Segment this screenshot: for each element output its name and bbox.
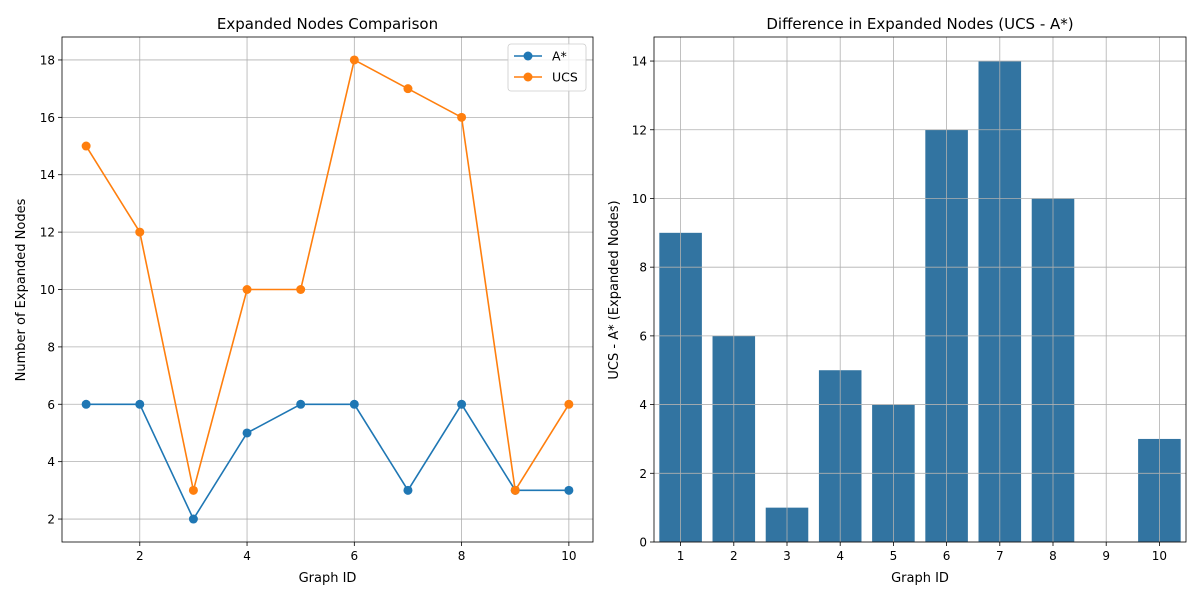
y-tick-label: 6 bbox=[639, 329, 647, 343]
y-tick-label: 8 bbox=[47, 340, 55, 354]
data-point-astar bbox=[135, 399, 145, 409]
data-point-astar bbox=[242, 428, 252, 438]
bars-group bbox=[659, 61, 1181, 543]
data-point-astar bbox=[457, 399, 467, 409]
y-tick-label: 4 bbox=[47, 455, 55, 469]
y-tick-label: 2 bbox=[639, 467, 647, 481]
y-tick-label: 6 bbox=[47, 398, 55, 412]
y-tick-label: 4 bbox=[639, 398, 647, 412]
legend-label-ucs: UCS bbox=[552, 70, 578, 85]
y-tick-label: 12 bbox=[632, 123, 647, 137]
data-point-astar bbox=[296, 399, 306, 409]
data-point-astar bbox=[564, 485, 574, 495]
data-point-ucs bbox=[242, 285, 252, 294]
y-axis-label: UCS - A* (Expanded Nodes) bbox=[607, 200, 622, 379]
y-tick-label: 14 bbox=[632, 55, 647, 69]
y-tick-label: 2 bbox=[47, 513, 55, 527]
x-axis-label: Graph ID bbox=[891, 571, 949, 586]
x-tick-label: 3 bbox=[783, 549, 791, 563]
x-tick-label: 5 bbox=[890, 549, 898, 563]
data-point-ucs bbox=[457, 112, 467, 122]
data-point-ucs bbox=[403, 84, 413, 94]
chart-title: Expanded Nodes Comparison bbox=[217, 15, 438, 33]
x-tick-label: 6 bbox=[350, 549, 358, 563]
data-point-ucs bbox=[188, 485, 198, 495]
data-point-astar bbox=[188, 514, 198, 524]
grid bbox=[654, 37, 1186, 543]
data-point-astar bbox=[349, 399, 359, 409]
y-tick-label: 16 bbox=[40, 111, 55, 125]
line-chart: 2 4 6 8 10 2 4 6 8 10 12 14 16 18 Expanded Nodes Comp… bbox=[14, 15, 594, 586]
legend-label-astar: A* bbox=[552, 49, 567, 64]
y-tick-label: 14 bbox=[40, 168, 55, 182]
x-tick-label: 10 bbox=[561, 549, 576, 563]
legend-marker-astar bbox=[523, 51, 533, 61]
x-tick-label: 7 bbox=[996, 549, 1004, 563]
x-axis-label: Graph ID bbox=[299, 571, 357, 586]
grid bbox=[62, 37, 593, 542]
plot-frame bbox=[653, 36, 1187, 543]
data-point-astar bbox=[403, 485, 413, 495]
tick-labels: 2 4 6 8 10 2 4 6 8 10 12 14 16 18 bbox=[40, 53, 577, 563]
x-tick-label: 8 bbox=[1049, 549, 1057, 563]
data-point-ucs bbox=[564, 399, 574, 409]
x-tick-label: 10 bbox=[1152, 549, 1167, 563]
x-tick-label: 2 bbox=[136, 549, 144, 563]
y-tick-label: 0 bbox=[639, 536, 647, 550]
y-tick-label: 10 bbox=[632, 192, 647, 206]
x-tick-label: 8 bbox=[458, 549, 466, 563]
x-tick-label: 4 bbox=[836, 549, 844, 563]
x-tick-label: 4 bbox=[243, 549, 251, 563]
x-tick-label: 9 bbox=[1102, 549, 1110, 563]
x-tick-label: 1 bbox=[677, 549, 685, 563]
data-point-ucs bbox=[296, 285, 306, 294]
data-point-ucs bbox=[510, 485, 520, 495]
data-point-ucs bbox=[349, 55, 359, 65]
y-tick-label: 8 bbox=[639, 261, 647, 275]
series-line-ucs bbox=[85, 58, 570, 493]
y-tick-label: 10 bbox=[40, 283, 55, 297]
legend-marker-ucs bbox=[523, 72, 533, 82]
chart-title: Difference in Expanded Nodes (UCS - A*) bbox=[766, 15, 1073, 33]
y-tick-label: 12 bbox=[40, 226, 55, 240]
data-point-ucs bbox=[135, 227, 145, 237]
x-tick-label: 2 bbox=[730, 549, 738, 563]
series-line-astar bbox=[86, 402, 569, 521]
series-group bbox=[81, 55, 574, 524]
y-axis-label: Number of Expanded Nodes bbox=[14, 198, 29, 381]
data-point-ucs bbox=[81, 141, 91, 151]
x-tick-label: 6 bbox=[943, 549, 951, 563]
data-point-astar bbox=[81, 399, 91, 409]
y-tick-label: 18 bbox=[40, 53, 55, 67]
legend: A* UCS bbox=[507, 43, 587, 92]
